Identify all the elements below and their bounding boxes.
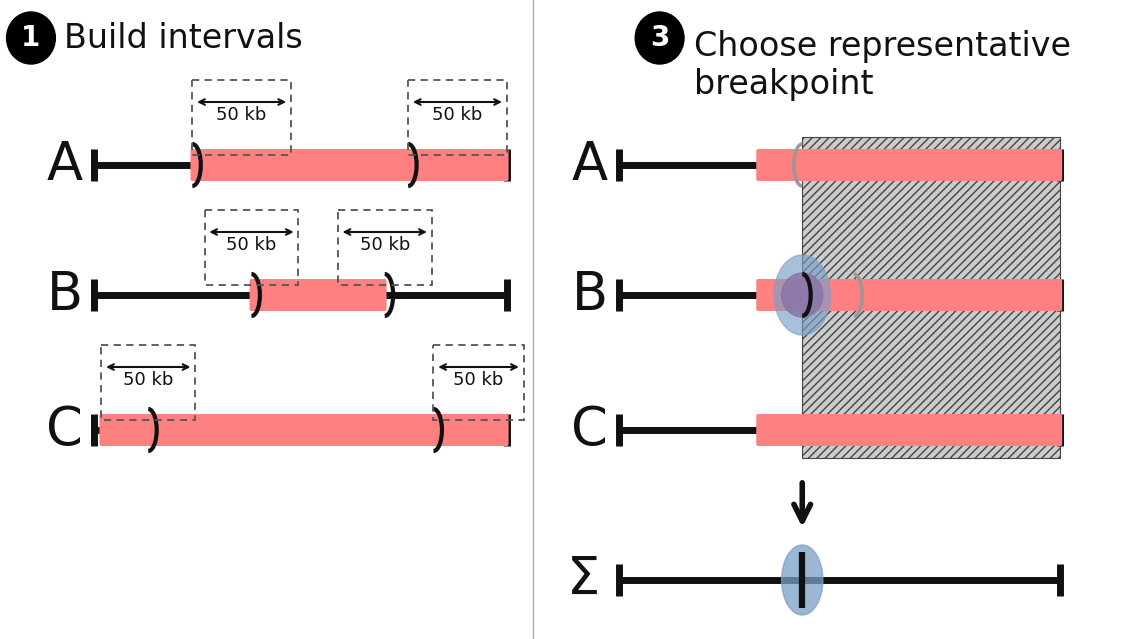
Bar xyxy=(802,137,1060,458)
Circle shape xyxy=(635,12,684,64)
FancyBboxPatch shape xyxy=(757,279,1062,311)
FancyBboxPatch shape xyxy=(757,149,1062,181)
Text: C: C xyxy=(45,404,83,456)
FancyBboxPatch shape xyxy=(250,279,386,311)
Text: Choose representative
breakpoint: Choose representative breakpoint xyxy=(694,30,1071,101)
Text: 50 kb: 50 kb xyxy=(217,106,267,124)
Ellipse shape xyxy=(782,545,822,615)
Text: C: C xyxy=(571,404,608,456)
Text: B: B xyxy=(571,269,608,321)
Ellipse shape xyxy=(774,255,830,335)
Bar xyxy=(192,80,291,155)
Text: B: B xyxy=(47,269,83,321)
Text: 50 kb: 50 kb xyxy=(453,371,503,389)
FancyBboxPatch shape xyxy=(757,414,1062,446)
Text: 50 kb: 50 kb xyxy=(359,236,410,254)
Bar xyxy=(204,210,299,285)
Circle shape xyxy=(782,273,822,317)
Text: Build intervals: Build intervals xyxy=(64,22,302,54)
Bar xyxy=(408,80,507,155)
Text: 3: 3 xyxy=(650,24,669,52)
Bar xyxy=(337,210,432,285)
Bar xyxy=(101,345,195,420)
Text: 50 kb: 50 kb xyxy=(432,106,483,124)
Circle shape xyxy=(7,12,56,64)
Text: A: A xyxy=(571,139,608,191)
Text: A: A xyxy=(47,139,83,191)
FancyBboxPatch shape xyxy=(191,149,509,181)
Text: 50 kb: 50 kb xyxy=(226,236,277,254)
Bar xyxy=(434,345,524,420)
Text: 50 kb: 50 kb xyxy=(123,371,174,389)
FancyBboxPatch shape xyxy=(100,414,509,446)
Text: 1: 1 xyxy=(22,24,41,52)
Text: Σ: Σ xyxy=(567,554,601,606)
